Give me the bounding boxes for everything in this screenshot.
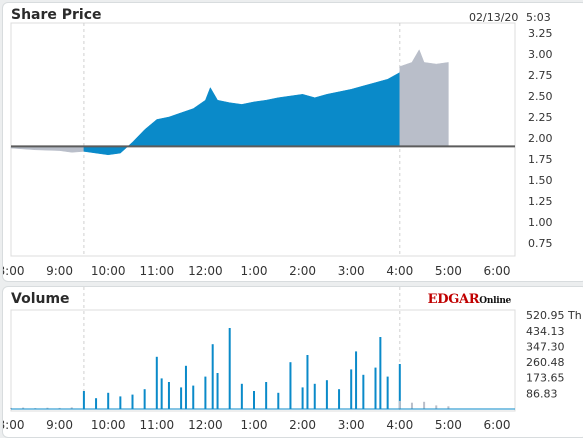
x-tick-label: 3:00 bbox=[338, 264, 365, 278]
volume-x-tick-label: 5:00 bbox=[435, 418, 462, 432]
y-tick-label: 1.75 bbox=[528, 153, 553, 166]
x-tick-label: 9:00 bbox=[46, 264, 73, 278]
brand-main: EDGAR bbox=[427, 292, 480, 307]
share-price-panel: Share Price 02/13/20 5:03 0.75 1.00 1.25 1.… bbox=[2, 2, 583, 282]
volume-bar bbox=[301, 387, 304, 409]
volume-bar bbox=[107, 392, 110, 409]
volume-bar bbox=[228, 328, 231, 409]
volume-bar bbox=[398, 364, 401, 409]
volume-x-tick-label: 11:00 bbox=[140, 418, 175, 432]
volume-panel: Volume EDGAROnline 86.83 173.65 260.48 347.… bbox=[2, 286, 583, 438]
volume-y-tick-label: 434.13 bbox=[526, 325, 565, 338]
volume-bar bbox=[362, 374, 365, 409]
volume-bar bbox=[386, 376, 389, 409]
volume-bar bbox=[184, 365, 187, 409]
volume-bar bbox=[277, 392, 280, 409]
price-area-regular bbox=[83, 72, 401, 156]
volume-y-tick-label: 347.30 bbox=[526, 340, 565, 353]
volume-bar bbox=[82, 391, 85, 409]
volume-bar bbox=[58, 407, 61, 409]
x-tick-label: 10:00 bbox=[91, 264, 126, 278]
chart-date: 02/13/20 bbox=[469, 11, 519, 24]
share-price-title: Share Price bbox=[11, 7, 102, 23]
volume-bar bbox=[265, 382, 268, 409]
volume-bar bbox=[22, 407, 25, 409]
chart-time: 5:03 bbox=[526, 11, 551, 24]
volume-x-tick-label: 2:00 bbox=[289, 418, 316, 432]
volume-bar bbox=[204, 376, 207, 409]
volume-bar bbox=[253, 391, 255, 409]
volume-bar bbox=[70, 407, 73, 409]
price-area-after-hours bbox=[399, 49, 449, 147]
volume-y-tick-label: 260.48 bbox=[526, 356, 565, 369]
y-tick-label: 3.00 bbox=[528, 48, 553, 61]
x-tick-label: 11:00 bbox=[140, 264, 175, 278]
volume-bar bbox=[355, 351, 358, 409]
volume-x-tick-label: 3:00 bbox=[338, 418, 365, 432]
share-price-chart[interactable]: 0.75 1.00 1.25 1.50 1.75 2.00 2.25 2.50 2.75 3.00… bbox=[3, 3, 583, 281]
x-tick-label: 1:00 bbox=[241, 264, 268, 278]
volume-x-tick-label: 9:00 bbox=[46, 418, 73, 432]
edgar-online-logo: EDGAROnline bbox=[427, 292, 512, 307]
y-tick-label: 2.50 bbox=[528, 90, 553, 103]
volume-x-tick-label: 10:00 bbox=[91, 418, 126, 432]
volume-bar bbox=[155, 356, 158, 409]
volume-bar bbox=[306, 355, 309, 409]
volume-bar bbox=[180, 387, 183, 409]
volume-x-tick-label: 8:00 bbox=[3, 418, 24, 432]
volume-bar bbox=[410, 402, 413, 409]
x-tick-label: 6:00 bbox=[484, 264, 511, 278]
volume-x-tick-label: 12:00 bbox=[188, 418, 223, 432]
y-tick-label: 1.25 bbox=[528, 195, 553, 208]
volume-bar bbox=[338, 389, 341, 409]
volume-bar bbox=[289, 362, 292, 409]
volume-bar bbox=[95, 398, 98, 409]
volume-bar bbox=[160, 378, 163, 409]
volume-bar bbox=[240, 383, 243, 409]
volume-bar bbox=[192, 385, 195, 409]
volume-bar bbox=[216, 373, 219, 409]
volume-bar bbox=[374, 367, 377, 409]
x-tick-label: 2:00 bbox=[289, 264, 316, 278]
volume-bar bbox=[447, 406, 450, 409]
volume-bar bbox=[325, 380, 328, 409]
volume-bar bbox=[398, 400, 401, 409]
volume-bar bbox=[131, 394, 134, 409]
volume-bar bbox=[119, 396, 122, 409]
volume-bar bbox=[379, 337, 382, 409]
y-tick-label: 1.00 bbox=[528, 216, 553, 229]
volume-chart[interactable]: 86.83 173.65 260.48 347.30 434.13 520.95 Th 8:… bbox=[3, 287, 583, 437]
volume-bar bbox=[167, 382, 170, 409]
volume-y-tick-label: 520.95 Th bbox=[526, 309, 582, 322]
y-tick-label: 2.75 bbox=[528, 69, 553, 82]
volume-bar bbox=[435, 405, 438, 409]
y-tick-label: 1.50 bbox=[528, 174, 553, 187]
volume-bar bbox=[423, 401, 426, 409]
volume-bar bbox=[10, 407, 12, 409]
x-tick-label: 4:00 bbox=[386, 264, 413, 278]
y-tick-label: 3.25 bbox=[528, 27, 553, 40]
volume-bar bbox=[350, 369, 353, 409]
y-tick-label: 2.25 bbox=[528, 111, 553, 124]
volume-x-tick-label: 6:00 bbox=[484, 418, 511, 432]
volume-x-tick-label: 1:00 bbox=[241, 418, 268, 432]
volume-bar bbox=[313, 383, 316, 409]
x-tick-label: 8:00 bbox=[3, 264, 24, 278]
volume-y-tick-label: 173.65 bbox=[526, 372, 565, 385]
y-tick-label: 2.00 bbox=[528, 132, 553, 145]
brand-sub: Online bbox=[479, 296, 511, 306]
y-tick-label: 0.75 bbox=[528, 237, 553, 250]
x-tick-label: 12:00 bbox=[188, 264, 223, 278]
volume-bar bbox=[46, 407, 49, 409]
volume-plot-frame bbox=[10, 309, 516, 412]
volume-bar bbox=[211, 344, 214, 409]
x-tick-label: 5:00 bbox=[435, 264, 462, 278]
volume-y-tick-label: 86.83 bbox=[526, 387, 558, 400]
volume-bar bbox=[143, 389, 146, 409]
volume-title: Volume bbox=[11, 291, 70, 307]
volume-x-tick-label: 4:00 bbox=[386, 418, 413, 432]
